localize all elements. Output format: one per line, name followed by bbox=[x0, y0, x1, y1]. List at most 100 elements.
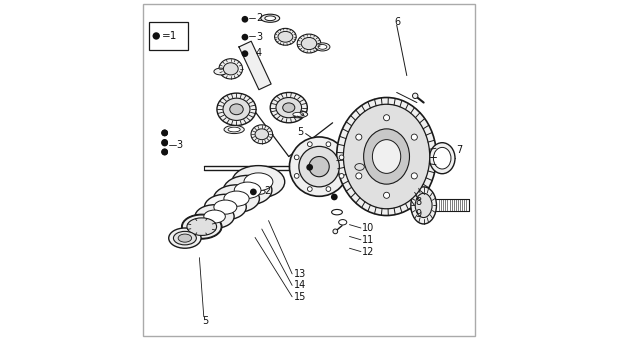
Ellipse shape bbox=[352, 162, 367, 172]
Ellipse shape bbox=[230, 104, 243, 115]
Text: 5: 5 bbox=[297, 127, 303, 137]
Ellipse shape bbox=[430, 143, 455, 174]
Ellipse shape bbox=[214, 185, 260, 212]
Circle shape bbox=[326, 142, 331, 147]
Text: 15: 15 bbox=[294, 292, 306, 302]
Ellipse shape bbox=[178, 234, 192, 242]
Ellipse shape bbox=[182, 215, 221, 238]
Ellipse shape bbox=[232, 166, 285, 198]
Circle shape bbox=[308, 142, 312, 147]
Circle shape bbox=[242, 16, 248, 23]
Text: 2: 2 bbox=[265, 186, 271, 196]
Text: 10: 10 bbox=[362, 223, 375, 233]
Circle shape bbox=[294, 155, 299, 160]
Ellipse shape bbox=[276, 98, 302, 118]
Circle shape bbox=[250, 189, 256, 195]
Ellipse shape bbox=[337, 98, 436, 216]
Circle shape bbox=[161, 130, 168, 136]
Circle shape bbox=[161, 149, 168, 155]
Ellipse shape bbox=[234, 182, 261, 199]
Circle shape bbox=[308, 187, 312, 191]
Ellipse shape bbox=[315, 43, 330, 51]
Ellipse shape bbox=[195, 205, 234, 228]
Circle shape bbox=[339, 155, 344, 160]
Ellipse shape bbox=[433, 148, 451, 169]
Text: 3: 3 bbox=[256, 32, 262, 42]
Polygon shape bbox=[239, 41, 271, 90]
Ellipse shape bbox=[265, 16, 276, 21]
Circle shape bbox=[161, 149, 168, 155]
Circle shape bbox=[242, 34, 248, 40]
Ellipse shape bbox=[224, 191, 249, 206]
Circle shape bbox=[326, 187, 331, 191]
Ellipse shape bbox=[219, 59, 243, 79]
Ellipse shape bbox=[223, 175, 272, 205]
Circle shape bbox=[161, 139, 168, 146]
Circle shape bbox=[333, 229, 337, 234]
Ellipse shape bbox=[204, 210, 226, 223]
Text: 3: 3 bbox=[177, 140, 183, 150]
Circle shape bbox=[331, 193, 337, 200]
Ellipse shape bbox=[282, 103, 295, 112]
Ellipse shape bbox=[205, 194, 247, 220]
Circle shape bbox=[299, 147, 339, 187]
Ellipse shape bbox=[255, 129, 269, 140]
Text: 11: 11 bbox=[362, 235, 375, 245]
Ellipse shape bbox=[169, 228, 201, 248]
Circle shape bbox=[384, 115, 389, 121]
Ellipse shape bbox=[224, 125, 244, 134]
Text: 7: 7 bbox=[455, 146, 462, 155]
Ellipse shape bbox=[261, 14, 280, 22]
Text: 9: 9 bbox=[415, 209, 421, 219]
Ellipse shape bbox=[223, 98, 250, 120]
Text: 6: 6 bbox=[395, 17, 401, 27]
Ellipse shape bbox=[214, 200, 237, 214]
Circle shape bbox=[356, 173, 362, 179]
Ellipse shape bbox=[274, 28, 296, 45]
Ellipse shape bbox=[411, 187, 436, 224]
Circle shape bbox=[153, 32, 160, 40]
Ellipse shape bbox=[373, 140, 400, 173]
Ellipse shape bbox=[297, 34, 321, 53]
Ellipse shape bbox=[318, 45, 327, 49]
Circle shape bbox=[411, 134, 417, 140]
Ellipse shape bbox=[252, 188, 269, 196]
Text: 13: 13 bbox=[294, 269, 306, 279]
Circle shape bbox=[294, 173, 299, 178]
Circle shape bbox=[411, 173, 417, 179]
Ellipse shape bbox=[270, 92, 307, 123]
Text: 5: 5 bbox=[201, 316, 208, 326]
Circle shape bbox=[307, 164, 313, 171]
Ellipse shape bbox=[174, 232, 197, 245]
Ellipse shape bbox=[244, 173, 273, 191]
Ellipse shape bbox=[223, 63, 238, 75]
Circle shape bbox=[289, 137, 349, 196]
Ellipse shape bbox=[344, 104, 430, 209]
Ellipse shape bbox=[217, 93, 256, 125]
Ellipse shape bbox=[255, 190, 265, 194]
Ellipse shape bbox=[289, 111, 308, 118]
Text: 14: 14 bbox=[294, 280, 306, 290]
Circle shape bbox=[413, 93, 418, 99]
Ellipse shape bbox=[187, 218, 216, 235]
Ellipse shape bbox=[363, 129, 410, 184]
Ellipse shape bbox=[278, 31, 293, 42]
FancyBboxPatch shape bbox=[149, 22, 188, 50]
Ellipse shape bbox=[228, 127, 240, 132]
Circle shape bbox=[309, 156, 329, 177]
Ellipse shape bbox=[251, 125, 273, 144]
Text: =1: =1 bbox=[162, 31, 177, 41]
Text: 2: 2 bbox=[256, 13, 262, 23]
Text: 12: 12 bbox=[362, 246, 375, 257]
Circle shape bbox=[242, 50, 248, 57]
Circle shape bbox=[384, 192, 389, 198]
Circle shape bbox=[161, 130, 168, 136]
Ellipse shape bbox=[214, 68, 227, 75]
Circle shape bbox=[356, 134, 362, 140]
Ellipse shape bbox=[415, 193, 432, 218]
Circle shape bbox=[339, 173, 344, 178]
Ellipse shape bbox=[301, 37, 317, 50]
Text: 4: 4 bbox=[256, 48, 262, 58]
Circle shape bbox=[161, 140, 168, 147]
Ellipse shape bbox=[355, 164, 364, 170]
